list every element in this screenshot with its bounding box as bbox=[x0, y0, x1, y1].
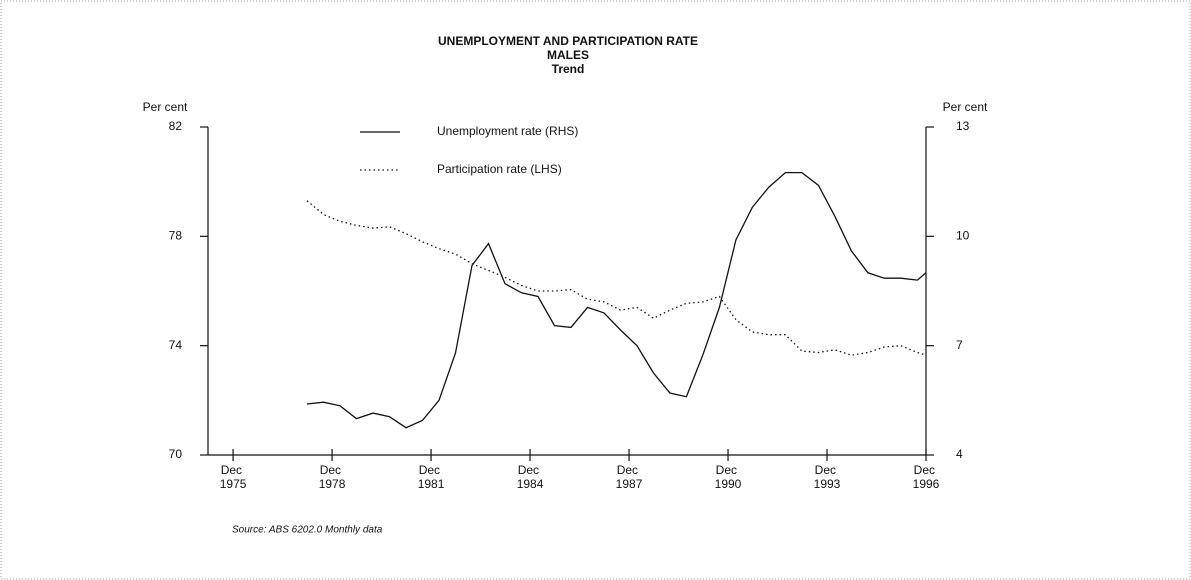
source-note: Source: ABS 6202.0 Monthly data bbox=[232, 525, 383, 536]
y2-tick-label: 13 bbox=[956, 119, 970, 133]
x-tick-label: Dec 1987 bbox=[616, 463, 643, 491]
y-tick-label: 74 bbox=[169, 338, 183, 352]
y2-axis-label: Per cent bbox=[943, 100, 988, 114]
series-line bbox=[306, 171, 927, 429]
x-tick-label: Dec 1975 bbox=[220, 463, 247, 491]
y2-tick-label: 7 bbox=[956, 338, 963, 352]
y2-tick-label: 4 bbox=[956, 447, 963, 461]
x-tick-label: Dec 1978 bbox=[319, 463, 346, 491]
x-tick-label: Dec 1993 bbox=[814, 463, 841, 491]
y-tick-label: 70 bbox=[169, 447, 183, 461]
x-tick-label: Dec 1990 bbox=[715, 463, 742, 491]
x-tick-label: Dec 1996 bbox=[913, 463, 940, 491]
legend-label: Participation rate (LHS) bbox=[437, 162, 562, 176]
chart-subtitle: MALES bbox=[547, 48, 589, 62]
chart-title: UNEMPLOYMENT AND PARTICIPATION RATE bbox=[438, 34, 698, 48]
series-line bbox=[306, 200, 927, 356]
y-axis-label: Per cent bbox=[143, 100, 188, 114]
chart-subtitle: Trend bbox=[552, 62, 585, 76]
legend-label: Unemployment rate (RHS) bbox=[437, 124, 578, 138]
y-tick-label: 78 bbox=[169, 229, 183, 243]
y2-tick-label: 10 bbox=[956, 229, 970, 243]
y-tick-label: 82 bbox=[169, 119, 183, 133]
x-tick-label: Dec 1981 bbox=[418, 463, 445, 491]
x-tick-label: Dec 1984 bbox=[517, 463, 544, 491]
